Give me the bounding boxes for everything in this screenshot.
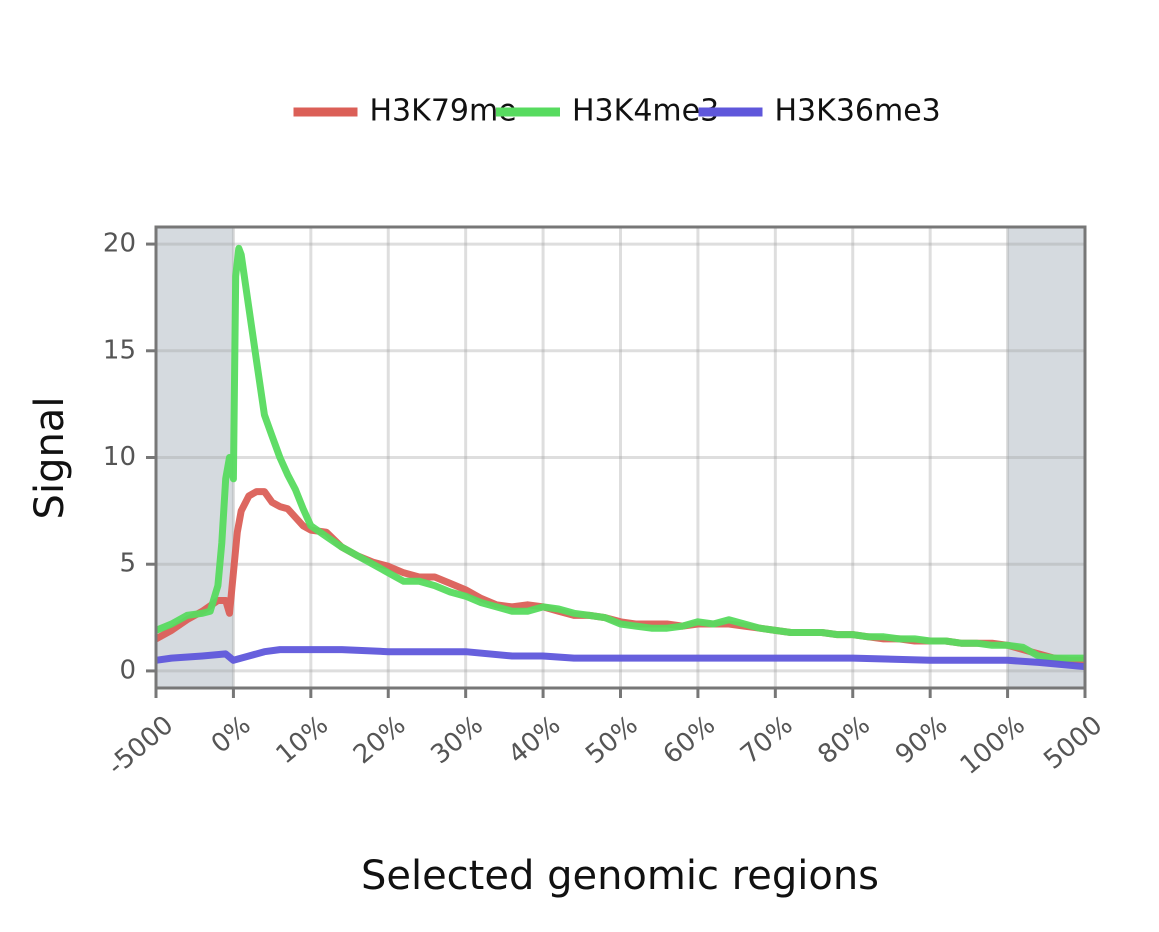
y-axis-label: Signal: [27, 397, 73, 520]
y-tick-label: 10: [103, 442, 136, 472]
y-tick-label: 20: [103, 229, 136, 259]
x-tick-label: 10%: [271, 710, 335, 770]
x-tick-label: 60%: [658, 710, 722, 770]
x-tick-label: -5000: [102, 710, 179, 782]
plot-frame: [154, 225, 1087, 690]
x-tick-label: 70%: [735, 710, 799, 770]
legend-label: H3K79me: [370, 94, 517, 129]
x-tick-label: 40%: [503, 710, 567, 770]
x-tick-label: 50%: [580, 710, 644, 770]
x-tick-label: 30%: [425, 710, 489, 770]
x-axis-label: Selected genomic regions: [361, 853, 879, 899]
x-tick-label: 5000: [1038, 710, 1108, 776]
line: [155, 646, 1086, 671]
legend-label: H3K4me3: [572, 94, 719, 129]
x-tick-label: 80%: [813, 710, 877, 770]
y-tick-label: 5: [119, 549, 136, 579]
x-tick-label: 0%: [206, 710, 257, 759]
x-tick-label: 20%: [348, 710, 412, 770]
shaded-region: [1007, 227, 1085, 688]
y-tick-label: 15: [103, 335, 136, 365]
line: [154, 244, 1085, 662]
x-tick-label: 100%: [955, 710, 1031, 781]
x-tick-label: 90%: [890, 710, 954, 770]
y-tick-label: 0: [119, 655, 136, 685]
legend-label: H3K36me3: [775, 94, 941, 129]
